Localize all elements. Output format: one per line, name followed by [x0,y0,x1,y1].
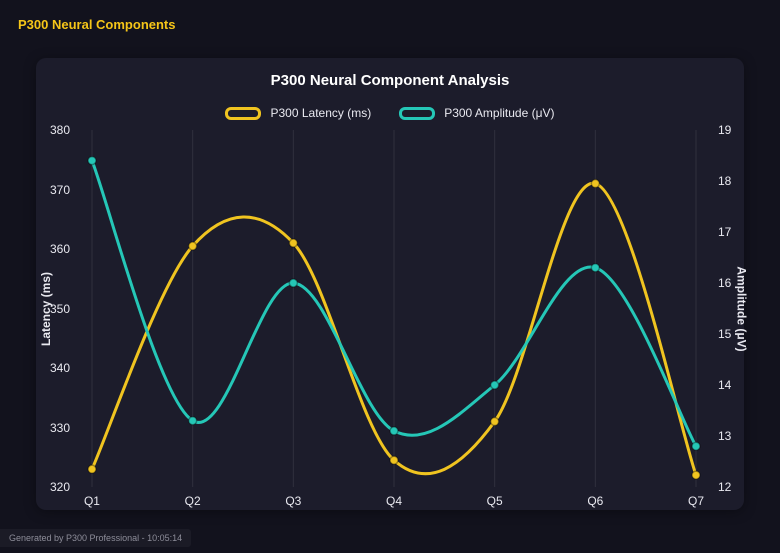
right-axis-tick: 14 [718,378,732,392]
amplitude-point [187,415,198,426]
chart-legend: P300 Latency (ms) P300 Amplitude (μV) [36,104,744,122]
left-axis-tick: 350 [49,301,70,316]
left-axis-tick: 370 [49,182,70,197]
left-axis-ticks: 320 330 340 350 360 370 380 [36,123,72,494]
left-axis-tick: 340 [49,361,70,375]
amplitude-legend-label: P300 Amplitude (μV) [444,106,555,120]
x-axis-tick: Q5 [486,494,503,508]
x-axis-tick: Q3 [285,494,302,508]
latency-point [87,464,97,474]
right-axis-tick: 19 [718,123,732,137]
page-title: P300 Neural Components [18,17,176,32]
right-axis-tick: 15 [718,327,732,341]
amplitude-point [87,155,97,166]
x-axis-tick: Q6 [587,494,604,508]
x-axis-tick: Q1 [83,494,100,508]
x-axis-labels: Q1 Q2 Q3 Q4 Q5 Q6 Q7 [78,494,710,510]
amplitude-point [389,426,399,436]
latency-point [288,238,299,248]
amplitude-point [288,278,299,288]
legend-item-latency[interactable]: P300 Latency (ms) [225,106,371,120]
right-axis-tick: 16 [718,276,732,290]
right-axis-tick: 13 [718,429,732,443]
x-axis-tick: Q4 [385,494,403,508]
latency-point [187,241,198,251]
chart-title: P300 Neural Component Analysis [270,72,510,89]
amplitude-point [590,262,601,273]
right-axis-tick: 12 [718,480,732,494]
latency-legend-swatch [225,106,262,120]
left-axis-tick: 320 [49,480,70,494]
latency-legend-label: P300 Latency (ms) [270,106,372,120]
amplitude-point [489,380,500,390]
right-axis-tick: 18 [718,174,732,188]
right-axis-ticks: 12 13 14 15 16 17 18 19 [716,123,752,494]
left-axis-tick: 360 [49,242,70,256]
latency-point [691,470,701,480]
left-axis-tick: 380 [49,123,70,137]
x-axis-tick: Q2 [184,494,201,508]
amplitude-legend-swatch [399,106,436,120]
legend-item-amplitude[interactable]: P300 Amplitude (μV) [399,106,555,120]
left-axis-tick: 330 [49,420,70,435]
latency-point [489,416,500,427]
x-axis-tick: Q7 [687,494,705,508]
line-chart [87,130,701,487]
chart-panel: P300 Neural Component Analysis P300 Late… [36,58,749,510]
latency-point [590,178,601,189]
right-axis-tick: 17 [718,225,732,239]
latency-point [389,455,399,465]
amplitude-point [691,441,701,451]
footer-note: Generated by P300 Professional - 10:05:1… [0,529,192,547]
